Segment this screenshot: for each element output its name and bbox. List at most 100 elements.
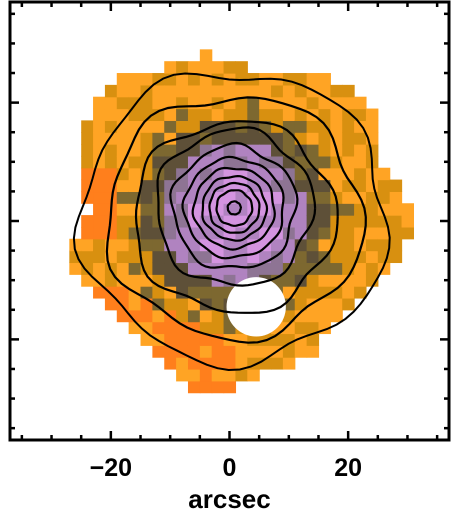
map-pixel [104, 226, 118, 240]
map-pixel [342, 238, 355, 252]
map-pixel [176, 73, 189, 86]
map-pixel [152, 96, 165, 110]
map-pixel [365, 226, 379, 240]
map-pixel [223, 357, 237, 370]
map-pixel [354, 179, 367, 193]
map-pixel [93, 250, 106, 264]
map-pixel [389, 215, 403, 228]
map-pixel [128, 155, 142, 169]
map-pixel [342, 215, 355, 228]
map-pixel [365, 108, 379, 121]
map-pixel [187, 309, 201, 323]
map-pixel [306, 144, 320, 157]
map-pixel [259, 203, 272, 216]
contour-line [169, 141, 299, 269]
map-pixel [235, 333, 248, 346]
map-pixel [81, 226, 94, 240]
map-pixel [282, 144, 296, 157]
map-pixel [318, 274, 331, 287]
map-pixel [140, 215, 153, 228]
map-pixel [306, 73, 320, 86]
map-pixel [104, 84, 118, 98]
map-pixel [128, 262, 142, 275]
map-pixel [152, 262, 165, 275]
map-pixel [176, 262, 189, 275]
map-pixel [306, 132, 320, 145]
map-pixel [389, 238, 403, 252]
map-pixel [294, 215, 308, 228]
map-pixel [342, 144, 355, 157]
x-tick-label: −20 [90, 454, 132, 482]
map-pixel [389, 203, 403, 216]
map-pixel [176, 84, 189, 98]
map-pixel [318, 108, 331, 121]
map-pixel [354, 144, 367, 157]
map-pixel [259, 262, 272, 275]
map-pixel [93, 120, 106, 133]
contour-line [134, 120, 339, 314]
map-pixel [152, 286, 165, 299]
map-pixel [271, 262, 284, 275]
map-pixel [199, 286, 213, 299]
map-pixel [81, 167, 94, 181]
map-pixel [140, 309, 153, 323]
map-pixel [128, 84, 142, 98]
map-pixel [104, 286, 118, 299]
map-pixel [223, 345, 237, 358]
map-pixel [235, 84, 248, 98]
map-pixel [152, 155, 165, 169]
map-pixel [271, 144, 284, 157]
map-pixel [342, 167, 355, 181]
map-pixel [306, 333, 320, 346]
map-pixel [282, 191, 296, 204]
map-pixel [187, 368, 201, 382]
map-pixel [211, 132, 225, 145]
map-pixel [164, 61, 177, 74]
map-pixel [294, 96, 308, 110]
map-pixel [176, 167, 189, 181]
map-pixel [116, 274, 130, 287]
map-pixel [176, 309, 189, 323]
map-pixel [116, 73, 130, 86]
map-pixel [152, 297, 165, 311]
map-pixel [306, 96, 320, 110]
map-pixel [247, 84, 260, 98]
map-pixel [164, 96, 177, 110]
map-pixel [342, 120, 355, 133]
map-pixel [354, 286, 367, 299]
map-pixel [199, 49, 213, 62]
map-pixel [330, 84, 343, 98]
map-pixel [342, 286, 355, 299]
map-pixel [235, 144, 248, 157]
map-pixel [235, 96, 248, 110]
map-pixel [211, 73, 225, 86]
map-pixel [199, 274, 213, 287]
map-pixel [247, 155, 260, 169]
map-pixel [81, 120, 94, 133]
map-pixel [187, 84, 201, 98]
map-pixel [247, 96, 260, 110]
map-pixel [306, 250, 320, 264]
map-pixel [93, 167, 106, 181]
map-pixel [401, 215, 415, 228]
map-pixel [199, 333, 213, 346]
map-pixel [211, 286, 225, 299]
map-pixel [247, 203, 260, 216]
map-pixel [199, 345, 213, 358]
map-pixel [93, 144, 106, 157]
map-pixel [176, 61, 189, 74]
map-pixel [187, 120, 201, 133]
masked-region [226, 277, 286, 337]
map-pixel [223, 262, 237, 275]
map-pixel [330, 167, 343, 181]
map-pixel [140, 203, 153, 216]
map-pixel [271, 132, 284, 145]
map-pixel [330, 108, 343, 121]
map-pixel [93, 96, 106, 110]
map-pixel [306, 321, 320, 335]
map-pixel [282, 108, 296, 121]
map-pixel [152, 84, 165, 98]
contour-line [226, 200, 242, 216]
map-pixel [223, 132, 237, 145]
